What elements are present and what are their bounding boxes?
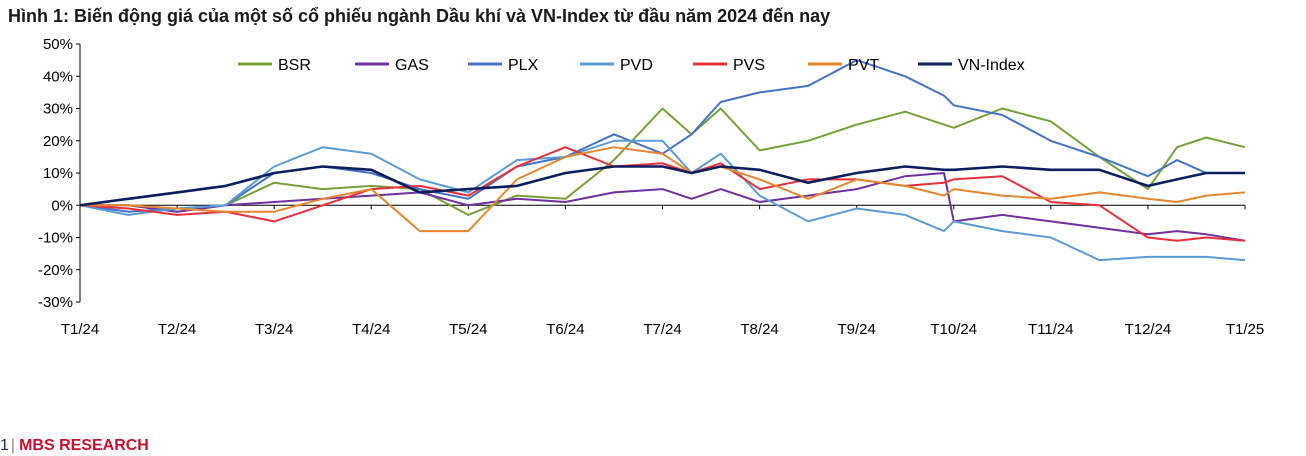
y-tick-label: -20% — [38, 262, 73, 279]
chart-series-lines — [79, 59, 1246, 262]
series-line-pvs — [79, 146, 1246, 242]
x-tick-label: T3/24 — [255, 321, 293, 338]
legend-label-gas: GAS — [395, 57, 429, 74]
x-tick-label: T11/24 — [1028, 321, 1074, 338]
y-tick-label: 50% — [43, 36, 73, 53]
series-line-vn-index — [79, 165, 1245, 207]
y-tick-label: 40% — [43, 68, 73, 85]
x-tick-label: T2/24 — [158, 321, 196, 338]
legend-label-bsr: BSR — [278, 57, 311, 74]
legend-label-plx: PLX — [508, 57, 539, 74]
x-tick-label: T10/24 — [930, 321, 977, 338]
footer-separator: | — [10, 437, 16, 454]
chart-legend: BSR GAS PLX PVD PVS PVT VN-Index — [238, 57, 1025, 74]
page-number: 1 — [0, 437, 9, 454]
x-tick-label: T9/24 — [837, 321, 875, 338]
chart-axes: -30% -20% -10% 0% 10% 20% 30% 40% 50% T1/24 T2/24 T… — [38, 36, 1264, 338]
legend-label-pvs: PVS — [733, 57, 765, 74]
x-tick-label: T6/24 — [546, 321, 584, 338]
legend-label-pvd: PVD — [620, 57, 653, 74]
x-tick-label: T4/24 — [352, 321, 390, 338]
legend-label-vn-index: VN-Index — [958, 57, 1025, 74]
page-footer: 1 | MBS RESEARCH — [0, 437, 149, 455]
y-tick-label: 10% — [43, 165, 73, 182]
y-tick-label: -10% — [38, 230, 73, 247]
brand-name: MBS RESEARCH — [19, 437, 149, 454]
x-tick-label: T8/24 — [740, 321, 778, 338]
x-tick-label: T1/24 — [61, 321, 99, 338]
y-tick-label: 20% — [43, 133, 73, 150]
y-tick-label: 0% — [51, 197, 73, 214]
y-tick-label: -30% — [38, 294, 73, 311]
x-tick-label: T5/24 — [449, 321, 487, 338]
legend-label-pvt: PVT — [848, 57, 879, 74]
x-tick-label: T12/24 — [1125, 321, 1172, 338]
x-tick-label: T7/24 — [643, 321, 681, 338]
x-tick-label: T1/25 — [1226, 321, 1264, 338]
y-tick-label: 30% — [43, 101, 73, 118]
chart-title: Hình 1: Biến động giá của một số cổ phiế… — [8, 6, 831, 26]
line-chart: -30% -20% -10% 0% 10% 20% 30% 40% 50% T1/24 T2/24 T… — [38, 36, 1264, 338]
series-line-bsr — [80, 107, 1246, 216]
series-line-pvd — [79, 139, 1246, 262]
series-line-gas — [80, 172, 1246, 242]
